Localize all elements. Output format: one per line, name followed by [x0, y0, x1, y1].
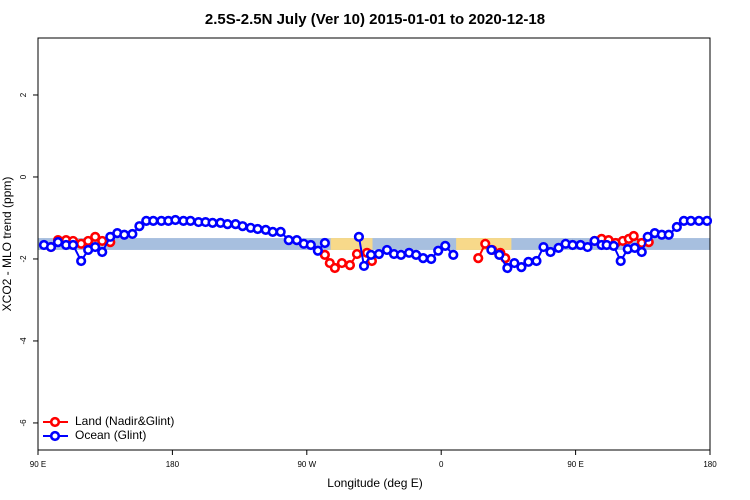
point [685, 215, 696, 226]
legend-marker [49, 430, 61, 442]
reference-band [38, 238, 710, 250]
point [353, 231, 365, 242]
point [358, 260, 370, 272]
y-tick-label: 2 [19, 92, 28, 97]
point [426, 253, 437, 265]
point [523, 256, 534, 267]
point [305, 239, 316, 251]
point [329, 262, 340, 274]
point [351, 248, 363, 260]
point [312, 245, 323, 256]
x-tick-label: 180 [166, 460, 180, 469]
point [545, 246, 556, 258]
y-tick-label: -6 [19, 419, 28, 427]
point [52, 237, 64, 248]
point [97, 235, 108, 247]
point [148, 215, 159, 226]
point [395, 249, 407, 260]
point [83, 235, 94, 247]
point [275, 226, 286, 238]
point [365, 249, 377, 260]
y-axis-label: XCO2 - MLO trend (ppm) [0, 177, 14, 312]
point [283, 235, 294, 246]
point [701, 215, 713, 226]
point [671, 221, 682, 233]
point [494, 249, 505, 260]
point [567, 239, 578, 251]
point [45, 241, 57, 253]
point [693, 215, 705, 226]
point [553, 242, 564, 253]
point [336, 257, 347, 269]
point [480, 238, 491, 249]
legend-marker [49, 416, 61, 428]
legend-label: Ocean (Glint) [75, 428, 146, 442]
y-tick-label: -4 [19, 337, 28, 345]
point [237, 221, 248, 232]
chart-title: 2.5S-2.5N July (Ver 10) 2015-01-01 to 20… [205, 11, 545, 28]
point [319, 249, 330, 260]
x-tick-label: 180 [703, 460, 717, 469]
point [319, 237, 330, 249]
point [418, 253, 429, 264]
point [127, 228, 138, 240]
point [486, 244, 497, 256]
x-tick-label: 90 W [297, 460, 316, 469]
point [629, 242, 640, 253]
point [502, 262, 513, 274]
y-tick-label: 0 [19, 174, 28, 179]
point [448, 249, 459, 260]
point [222, 219, 233, 230]
point [516, 262, 527, 273]
plot-frame [37, 37, 711, 451]
point [119, 229, 130, 240]
point [90, 241, 101, 253]
point [589, 235, 600, 247]
point [67, 239, 79, 251]
point [252, 223, 263, 235]
point [134, 221, 145, 232]
x-tick-label: 0 [439, 460, 444, 469]
point [344, 260, 356, 271]
point [90, 231, 101, 242]
point [531, 255, 542, 267]
point [433, 245, 444, 256]
point [663, 229, 674, 240]
x-axis-label: Longitude (deg E) [327, 476, 422, 490]
point [473, 253, 484, 264]
point [538, 241, 549, 253]
legend-label: Land (Nadir&Glint) [75, 414, 174, 428]
land-span [330, 238, 373, 250]
point [373, 248, 385, 260]
point [582, 241, 593, 253]
point [509, 257, 520, 269]
point [170, 214, 181, 226]
point [636, 246, 647, 258]
point [381, 244, 393, 256]
point [440, 240, 451, 251]
point [207, 217, 218, 228]
point [185, 215, 196, 226]
point [608, 240, 619, 251]
point [97, 246, 108, 258]
y-tick-label: -2 [19, 255, 28, 263]
x-tick-label: 90 E [567, 460, 583, 469]
point [76, 255, 87, 267]
point [628, 230, 639, 242]
x-tick-label: 90 E [30, 460, 46, 469]
point [267, 226, 278, 238]
point [615, 255, 626, 267]
